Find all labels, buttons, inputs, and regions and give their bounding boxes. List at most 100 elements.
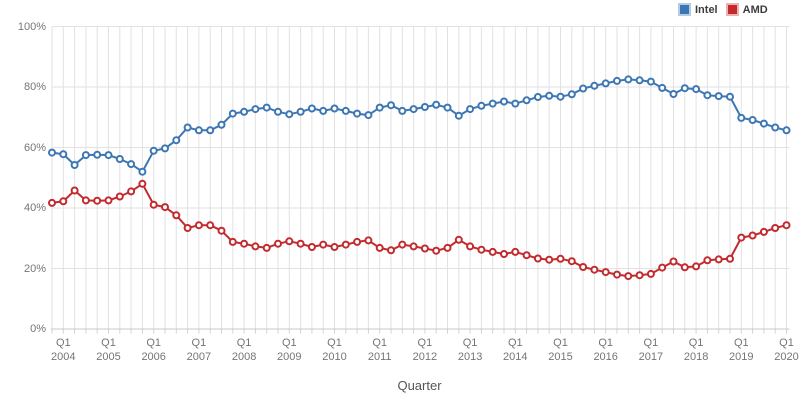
intel-point: [556, 92, 565, 101]
x-tick-label: Q1 2006: [141, 337, 166, 363]
amd-point: [590, 265, 599, 274]
amd-point: [782, 221, 791, 230]
amd-point: [251, 242, 260, 251]
intel-point: [511, 99, 520, 108]
amd-point: [341, 240, 350, 249]
intel-point: [409, 105, 418, 114]
amd-point: [500, 250, 508, 258]
amd-point: [454, 235, 463, 244]
intel-point: [680, 84, 689, 93]
amd-point: [172, 211, 181, 220]
intel-point: [353, 109, 362, 118]
intel-point: [149, 146, 158, 155]
amd-point: [748, 231, 757, 240]
x-tick-label: Q1 2020: [774, 337, 799, 363]
intel-point: [703, 91, 712, 100]
intel-point: [81, 151, 90, 160]
amd-point: [375, 243, 384, 252]
y-tick-label: 0%: [30, 323, 46, 335]
amd-point: [658, 263, 667, 272]
amd-point: [262, 243, 271, 252]
intel-point: [194, 126, 203, 135]
amd-point: [353, 237, 362, 246]
amd-point: [274, 239, 282, 248]
intel-point: [522, 96, 531, 105]
intel-point: [646, 77, 655, 86]
y-tick-label: 40%: [23, 202, 46, 214]
intel-series: [48, 75, 791, 176]
amd-point: [703, 256, 712, 265]
intel-point: [59, 150, 68, 159]
amd-point: [307, 243, 316, 251]
horizontal-gridlines: [52, 26, 790, 330]
amd-point: [161, 203, 169, 212]
legend: Intel AMD: [678, 3, 768, 16]
intel-point: [567, 90, 576, 99]
intel-point: [590, 81, 599, 90]
intel-point: [635, 76, 644, 85]
amd-point: [432, 246, 441, 255]
x-tick-label: Q1 2011: [367, 337, 392, 363]
x-axis-title: Quarter: [397, 378, 442, 393]
amd-point: [601, 268, 610, 277]
amd-point: [59, 197, 68, 206]
amd-point: [522, 251, 531, 260]
intel-point: [771, 123, 780, 132]
amd-point: [183, 224, 192, 232]
amd-series: [48, 179, 791, 281]
legend-item-intel[interactable]: Intel: [678, 3, 718, 16]
amd-point: [420, 244, 429, 253]
intel-point: [545, 91, 554, 100]
x-tick-label: Q1 2013: [457, 337, 483, 363]
x-tick-label: Q1 2012: [412, 337, 438, 363]
amd-point: [680, 263, 689, 272]
y-tick-label: 60%: [23, 141, 46, 154]
intel-point: [127, 160, 136, 169]
intel-point: [714, 92, 723, 101]
legend-label: Intel: [695, 3, 718, 16]
y-tick-label: 100%: [17, 20, 46, 33]
amd-point: [115, 192, 124, 201]
intel-point: [601, 79, 610, 88]
intel-point: [375, 103, 384, 112]
amd-point: [488, 247, 497, 256]
amd-point: [726, 254, 734, 263]
amd-point: [149, 200, 158, 209]
intel-point: [206, 126, 215, 135]
intel-point: [692, 85, 701, 94]
intel-point: [533, 93, 542, 101]
intel-point: [387, 101, 395, 110]
intel-point: [488, 99, 497, 108]
y-tick-label: 80%: [23, 81, 46, 93]
amd-point: [624, 272, 633, 281]
amd-point: [398, 240, 407, 249]
intel-point: [782, 126, 791, 135]
amd-point: [692, 262, 701, 271]
intel-point: [251, 105, 260, 114]
amd-point: [228, 237, 237, 246]
intel-point: [613, 76, 621, 85]
intel-point: [274, 107, 282, 116]
intel-point: [319, 106, 328, 115]
amd-point: [466, 242, 475, 251]
intel-point: [726, 92, 734, 101]
legend-label: AMD: [742, 3, 768, 16]
intel-point: [217, 120, 226, 129]
x-tick-label: Q1 2014: [503, 337, 528, 363]
legend-item-amd[interactable]: AMD: [725, 3, 768, 16]
x-tick-label: Q1 2016: [593, 337, 618, 363]
x-tick-label: Q1 2010: [322, 337, 347, 363]
intel-point: [454, 111, 463, 120]
intel-point: [138, 167, 147, 176]
amd-point: [669, 257, 678, 266]
amd-point: [443, 243, 452, 252]
intel-point: [48, 148, 56, 157]
amd-point: [613, 270, 621, 279]
intel-point: [364, 111, 373, 120]
amd-point: [759, 227, 768, 236]
intel-point: [93, 150, 102, 159]
intel-point: [748, 116, 757, 124]
amd-point: [646, 269, 655, 278]
intel-point: [737, 113, 746, 122]
amd-point: [81, 196, 90, 205]
